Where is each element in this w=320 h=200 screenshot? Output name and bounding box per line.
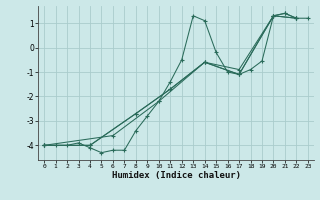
X-axis label: Humidex (Indice chaleur): Humidex (Indice chaleur) <box>111 171 241 180</box>
